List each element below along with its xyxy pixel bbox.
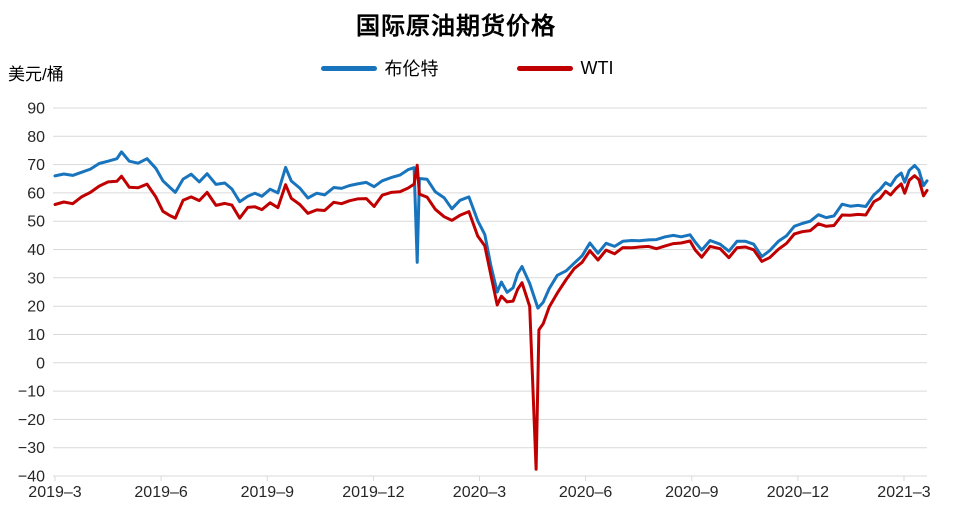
- y-tick-label: 90: [27, 101, 45, 118]
- y-tick-label: 20: [27, 299, 45, 316]
- y-tick-label: −10: [18, 384, 45, 401]
- chart-legend: 布伦特 WTI: [0, 55, 934, 81]
- brent-line-swatch: [320, 65, 377, 71]
- brent-line: [53, 150, 929, 310]
- x-tick-label: 2019–12: [342, 484, 404, 501]
- y-tick-label: 10: [27, 327, 45, 344]
- x-tick-label: 2021–3: [877, 484, 930, 501]
- chart-title: 国际原油期货价格: [356, 13, 556, 40]
- x-tick-label: 2020–3: [453, 484, 506, 501]
- y-tick-label: −20: [18, 412, 45, 429]
- wti-line: [53, 163, 929, 471]
- x-tick-label: 2020–12: [767, 484, 829, 501]
- legend-label-brent: 布伦特: [384, 59, 439, 79]
- x-tick-label: 2019–6: [134, 484, 187, 501]
- wti-line-swatch: [516, 65, 573, 71]
- legend-label-wti: WTI: [580, 57, 614, 78]
- y-tick-label: 80: [27, 129, 45, 146]
- y-tick-label: 50: [27, 214, 45, 231]
- y-tick-label: 40: [27, 242, 45, 259]
- y-tick-label: −30: [18, 440, 45, 457]
- y-tick-label: 60: [27, 185, 45, 202]
- x-tick-label: 2020–6: [559, 484, 612, 501]
- y-tick-label: 70: [27, 157, 45, 174]
- x-tick-label: 2019–9: [241, 484, 294, 501]
- legend-item-wti: WTI: [516, 57, 614, 79]
- x-tick-label: 2019–3: [28, 484, 81, 501]
- y-tick-label: −40: [18, 469, 45, 486]
- y-axis-unit-label: 美元/桶: [8, 65, 64, 84]
- legend-item-brent: 布伦特: [320, 55, 439, 81]
- y-tick-label: 30: [27, 270, 45, 287]
- x-tick-label: 2020–9: [665, 484, 718, 501]
- y-tick-label: 0: [36, 355, 45, 372]
